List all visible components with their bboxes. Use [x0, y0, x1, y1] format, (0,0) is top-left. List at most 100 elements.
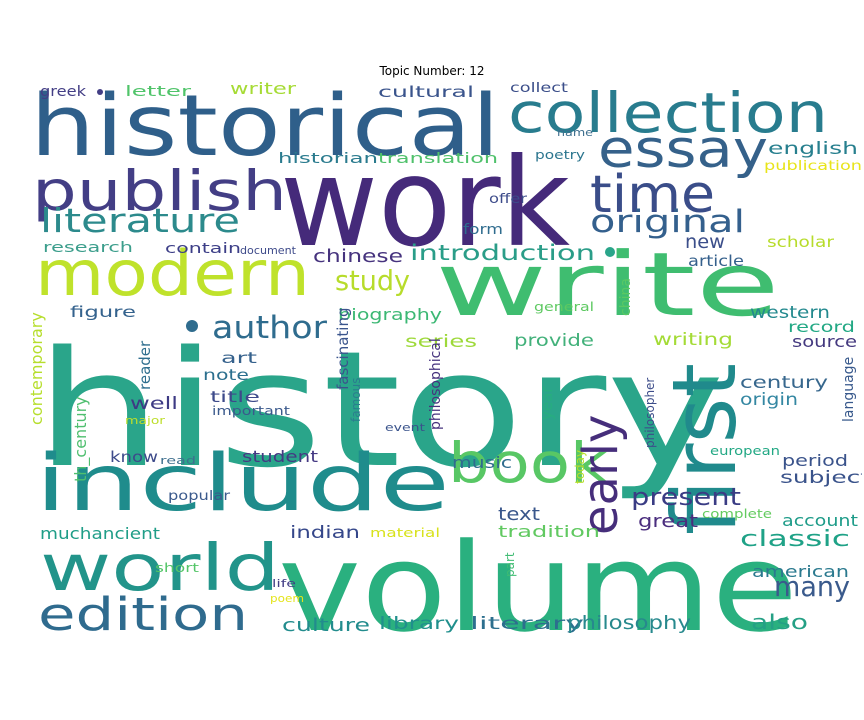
word-document: document [240, 244, 297, 257]
dot-mark [97, 89, 103, 95]
word-century: century [740, 373, 828, 393]
word-original: original [590, 204, 745, 240]
word-offer: offer [489, 192, 528, 207]
word-famous: famous [349, 378, 363, 422]
word-record: record [788, 318, 855, 336]
word-historian: historian [278, 151, 378, 167]
word-indian: indian [290, 523, 360, 543]
word-book: book [448, 431, 608, 495]
word-read: read [160, 454, 196, 467]
word-research: research [43, 240, 133, 256]
word-philosophy: philosophy [567, 612, 691, 634]
word-greek: greek [40, 84, 87, 100]
word-popular: popular [168, 489, 231, 504]
word-american: american [752, 562, 849, 581]
word-note: note [203, 366, 249, 384]
word-new: new [685, 231, 725, 253]
word-article: article [688, 252, 744, 270]
word-cultural: cultural [378, 83, 474, 101]
word-publish: publish [32, 159, 287, 223]
word-writing: writing [653, 330, 733, 350]
word-also: also [751, 610, 808, 634]
word-letter: letter [125, 84, 191, 100]
word-text: text [498, 504, 540, 525]
word-account: account [782, 511, 858, 530]
word-title: title [210, 388, 260, 406]
word-tradition: tradition [498, 522, 600, 541]
word-study: study [335, 264, 410, 297]
word-literary: literary [470, 614, 584, 634]
word-year: year [538, 386, 556, 420]
word-provide: provide [514, 331, 594, 351]
word-well: well [130, 394, 178, 414]
word-source: source [792, 332, 857, 351]
word-part: part [503, 552, 517, 577]
word-work: work [280, 132, 570, 274]
word-short: short [155, 561, 199, 575]
word-fascinating: fascinating [334, 308, 352, 390]
word-essay: essay [598, 120, 768, 180]
word-contemporary: contemporary [30, 312, 46, 425]
word-introduction: introduction [410, 241, 595, 265]
word-origin: origin [740, 390, 798, 410]
word-modern: modern [35, 237, 310, 310]
figure-title: Topic Number: 12 [379, 64, 485, 78]
word-name: name [557, 126, 593, 139]
word-important: important [212, 404, 290, 418]
word-subject: subject [780, 468, 862, 488]
word-european: european [710, 444, 780, 458]
word-period: period [782, 451, 848, 470]
word-chinese: chinese [313, 246, 403, 267]
word-scholar: scholar [767, 233, 835, 251]
word-library: library [379, 614, 459, 634]
word-historical: historical [30, 80, 500, 176]
word-classic: classic [740, 527, 850, 552]
word-major: major [125, 414, 166, 427]
word-time: time [590, 165, 715, 225]
word-language: language [841, 357, 857, 422]
word-material: material [370, 526, 440, 540]
word-form: form [463, 222, 503, 238]
word-complete: complete [702, 507, 772, 521]
word-muchancient: muchancient [40, 524, 160, 543]
word-art: art [221, 349, 257, 367]
word-collect: collect [510, 81, 568, 96]
word-biography: biography [338, 305, 442, 324]
word-history: history [35, 316, 725, 503]
word-know: know [110, 448, 158, 466]
word-figure: figure [70, 303, 136, 321]
word-volume: volume [278, 517, 798, 640]
word-author: author [212, 310, 327, 346]
word-present: present [631, 483, 741, 511]
word-philosophical: philosophical [428, 338, 444, 430]
word-first: first [653, 363, 756, 535]
word-music: music [452, 453, 512, 472]
word-culture: culture [282, 615, 370, 636]
word-english: english [768, 139, 858, 159]
word-western: western [750, 303, 830, 323]
word-world: world [40, 532, 280, 606]
word-early: early [573, 415, 629, 535]
word-cloud: historyworkvolumehistoricalwritefirstinc… [30, 80, 862, 640]
word-include: include [35, 439, 450, 529]
word-reader: reader [136, 340, 154, 390]
word-today: today [573, 450, 587, 484]
word-many: many [774, 570, 850, 603]
word-literature: literature [40, 201, 240, 240]
word-contain: contain [165, 241, 241, 257]
word-philosopher: philosopher [643, 378, 657, 448]
word-publication: publication [764, 159, 862, 174]
word-translation: translation [378, 151, 498, 167]
word-edition: edition [38, 588, 248, 640]
word-event: event [385, 421, 426, 434]
word-great: great [638, 511, 698, 532]
word-writer: writer [230, 80, 297, 98]
word-student: student [242, 447, 318, 466]
word-china: china [618, 278, 634, 316]
word-life: life [272, 577, 296, 590]
word-general: general [534, 300, 594, 314]
dot-mark [186, 320, 198, 332]
word-collection: collection [508, 81, 828, 145]
word-th-century: th_century [71, 396, 91, 482]
